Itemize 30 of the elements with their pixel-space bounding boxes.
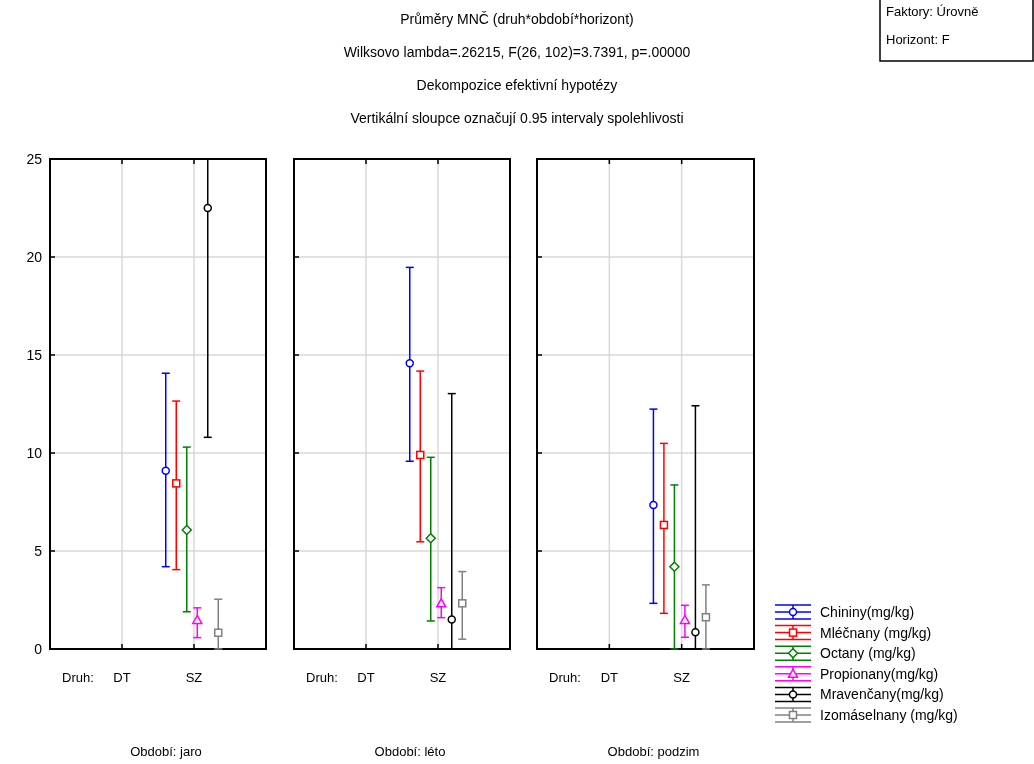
legend-label: Mravenčany(mg/kg) bbox=[820, 686, 944, 703]
x-axis-title: Druh: bbox=[62, 670, 94, 685]
text: Wilksovo lambda=.26215, F(26, 102)=3.7391, p=.00000 bbox=[343, 44, 691, 60]
text: Vertikální sloupce označují 0.95 intervaly spolehlivosti bbox=[350, 110, 684, 126]
legend-label: Octany (mg/kg) bbox=[820, 645, 916, 662]
x-tick-label: SZ bbox=[673, 670, 691, 685]
y-tick-label: 20 bbox=[26, 249, 43, 265]
x-axis-title: Druh: bbox=[549, 670, 581, 685]
x-tick-label: SZ bbox=[429, 670, 447, 685]
y-tick-label: 25 bbox=[26, 151, 43, 167]
text: Období: podzim bbox=[607, 744, 700, 759]
x-axis-title: Druh: bbox=[306, 670, 338, 685]
legend-label: Chininy(mg/kg) bbox=[820, 604, 915, 620]
y-tick-label: 15 bbox=[26, 347, 43, 363]
legend-label: Izomáselnany (mg/kg) bbox=[820, 707, 958, 723]
text: Horizont: F bbox=[886, 32, 950, 47]
x-tick-label: DT bbox=[357, 670, 375, 685]
legend-label: Propionany(mg/kg) bbox=[820, 665, 939, 682]
y-tick-label: 10 bbox=[26, 445, 43, 461]
y-tick-label: 0 bbox=[34, 641, 43, 657]
x-tick-label: DT bbox=[113, 670, 131, 685]
text: Dekompozice efektivní hypotézy bbox=[416, 77, 618, 93]
text: Faktory: Úrovně bbox=[886, 4, 979, 19]
text: Období: léto bbox=[374, 744, 446, 759]
text: Průměry MNČ (druh*období*horizont) bbox=[400, 11, 634, 27]
x-tick-label: SZ bbox=[185, 670, 203, 685]
text: Období: jaro bbox=[130, 744, 202, 759]
x-tick-label: DT bbox=[600, 670, 619, 685]
legend-label: Mléčnany (mg/kg) bbox=[820, 624, 932, 641]
y-tick-label: 5 bbox=[34, 543, 43, 559]
